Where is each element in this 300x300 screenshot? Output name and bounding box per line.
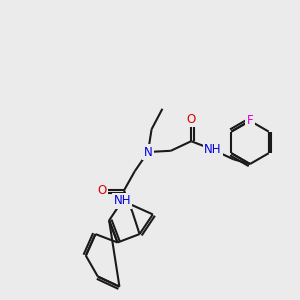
Text: O: O <box>97 184 106 197</box>
Text: F: F <box>247 114 253 127</box>
Text: NH: NH <box>114 194 131 207</box>
Text: NH: NH <box>204 143 221 156</box>
Text: N: N <box>144 146 152 158</box>
Text: O: O <box>187 112 196 126</box>
